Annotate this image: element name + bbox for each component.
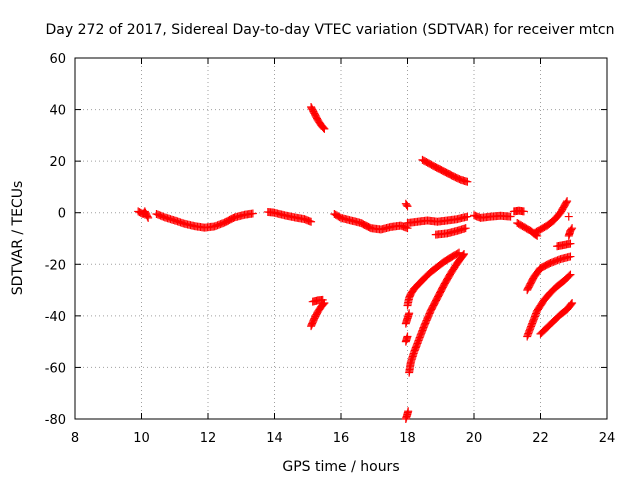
- x-tick-label: 22: [532, 431, 549, 446]
- data-points: [134, 102, 577, 423]
- data-point: [403, 332, 412, 341]
- series-arc-21: [523, 252, 575, 295]
- series-arc-14: [401, 309, 414, 328]
- series-arc-26: [564, 212, 573, 221]
- data-point: [319, 123, 328, 132]
- series-arc-12: [403, 248, 464, 310]
- data-point: [403, 202, 412, 211]
- data-point: [402, 200, 411, 209]
- series-arc-9: [403, 212, 472, 228]
- x-tick-label: 18: [399, 431, 416, 446]
- series-arc-5: [307, 298, 329, 331]
- data-point: [320, 124, 329, 133]
- series-arc-10: [431, 224, 470, 239]
- x-tick-label: 20: [466, 431, 483, 446]
- data-point: [563, 197, 572, 206]
- data-point: [562, 198, 571, 207]
- data-point: [565, 271, 574, 280]
- chart-title: Day 272 of 2017, Sidereal Day-to-day VTE…: [46, 22, 615, 38]
- series-arc-20: [529, 197, 572, 238]
- series-arc-6: [308, 295, 327, 306]
- data-point: [461, 224, 470, 233]
- axis-ticks: 8 10 12 14 16 18 20 22 24 60 40 20 0 -20 -40 -60 -80: [45, 52, 616, 446]
- data-point: [143, 212, 152, 221]
- data-point: [144, 213, 153, 222]
- data-point: [567, 300, 576, 309]
- data-point: [248, 209, 257, 218]
- y-tick-label: -20: [45, 258, 66, 273]
- data-point: [568, 224, 577, 233]
- series-arc-15: [401, 332, 412, 346]
- series-arc-2: [152, 209, 257, 232]
- y-tick-label: 60: [49, 52, 66, 67]
- series-arc-1: [134, 207, 153, 222]
- series-arc-4: [307, 102, 329, 133]
- series-arc-22: [523, 270, 575, 341]
- series-arc-23: [536, 298, 577, 338]
- data-point: [460, 249, 469, 258]
- y-tick-label: 0: [58, 207, 66, 222]
- x-tick-label: 24: [599, 431, 616, 446]
- series-arc-7: [330, 210, 412, 234]
- data-point: [318, 122, 327, 131]
- data-point: [455, 248, 464, 257]
- y-tick-label: -40: [45, 310, 66, 325]
- series-arc-17: [470, 211, 515, 222]
- y-tick-label: 40: [49, 104, 66, 119]
- series-arc-24: [553, 239, 575, 251]
- x-axis-label: GPS time / hours: [282, 459, 399, 475]
- x-tick-label: 12: [200, 431, 217, 446]
- series-arc-3: [263, 207, 316, 226]
- data-point: [459, 251, 468, 260]
- data-point: [564, 212, 573, 221]
- series-arc-11: [418, 155, 472, 186]
- series-arc-16: [401, 407, 413, 423]
- series-arc-8: [401, 199, 412, 211]
- data-point: [463, 212, 472, 221]
- y-tick-label: 20: [49, 155, 66, 170]
- series-arc-18: [509, 206, 528, 216]
- series-arc-25: [564, 224, 577, 240]
- series-arc-13: [405, 249, 469, 377]
- data-point: [405, 309, 414, 318]
- x-tick-label: 16: [333, 431, 350, 446]
- x-tick-label: 14: [266, 431, 283, 446]
- data-point: [568, 298, 577, 307]
- y-tick-label: -80: [45, 413, 66, 428]
- data-point: [566, 252, 575, 261]
- x-tick-label: 8: [71, 431, 79, 446]
- data-point: [519, 207, 528, 216]
- x-tick-label: 10: [133, 431, 150, 446]
- data-point: [567, 225, 576, 234]
- data-point: [566, 239, 575, 248]
- data-point: [404, 407, 413, 416]
- data-point: [506, 212, 515, 221]
- data-point: [307, 217, 316, 226]
- y-tick-label: -60: [45, 361, 66, 376]
- grid-lines: [75, 58, 607, 419]
- y-axis-label: SDTVAR / TECUs: [10, 181, 26, 296]
- data-point: [318, 295, 327, 304]
- data-point: [566, 270, 575, 279]
- data-point: [463, 177, 472, 186]
